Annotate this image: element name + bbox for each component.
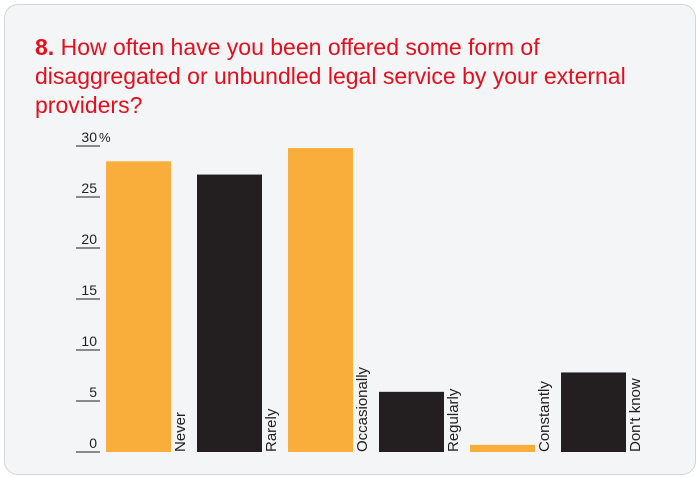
category-label: Constantly [536,381,553,452]
bar-occasionally [288,148,353,453]
bar-don-t-know [561,372,626,452]
y-tick-label: 0 [89,435,97,451]
bar-regularly [379,391,444,452]
category-label: Regularly [445,388,462,452]
y-unit-label: % [99,130,111,145]
bar-rarely [197,174,262,452]
y-tick-label: 15 [81,282,97,298]
question-text: How often have you been offered some for… [35,34,626,118]
bar-never [106,161,171,453]
question-number: 8. [35,34,55,60]
bar-constantly [470,444,535,452]
y-tick-label: 20 [81,231,97,247]
category-label: Occasionally [354,366,371,452]
y-tick-label: 25 [81,180,97,196]
chart-title: 8. How often have you been offered some … [35,33,675,120]
category-label: Don't know [627,378,644,452]
category-label: Rarely [263,408,280,452]
bars [106,148,626,453]
y-tick-label: 10 [81,333,97,349]
y-tick-label: 5 [89,384,97,400]
y-tick-label: 30 [81,129,97,145]
y-axis: 0 5 10 15 20 25 30% [76,129,111,453]
category-labels: Never Rarely Occasionally Regularly Constant… [172,366,644,452]
category-label: Never [172,412,189,452]
